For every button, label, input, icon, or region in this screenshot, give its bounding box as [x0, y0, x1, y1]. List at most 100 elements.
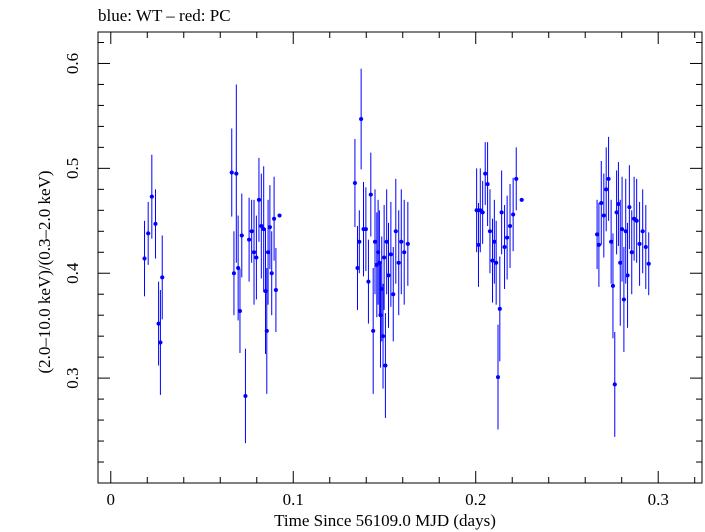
point-marker [383, 363, 388, 368]
data-point [393, 178, 398, 284]
point-marker [149, 194, 154, 199]
y-axis-label: (2.0–10.0 keV)/(0.3–2.0 keV) [35, 170, 54, 373]
point-marker [269, 271, 274, 276]
point-marker [604, 187, 609, 192]
data-point [352, 138, 357, 228]
point-marker [476, 242, 481, 247]
point-marker [614, 210, 619, 215]
point-marker [368, 192, 373, 197]
point-marker [158, 340, 163, 345]
data-point [505, 195, 510, 280]
data-point [514, 147, 519, 211]
point-marker [637, 241, 642, 246]
y-tick-label: 0.4 [63, 262, 82, 284]
data-point [236, 215, 241, 321]
data-point [494, 220, 499, 305]
point-marker [616, 202, 621, 207]
data-point [368, 152, 373, 237]
data-point [495, 324, 500, 430]
data-point [637, 201, 642, 286]
data-point [243, 348, 248, 444]
point-marker [599, 200, 604, 205]
point-marker [273, 288, 278, 293]
point-marker [256, 197, 261, 202]
data-point [383, 313, 388, 418]
point-marker [396, 260, 401, 265]
point-marker [494, 260, 499, 265]
data-point [269, 231, 274, 316]
point-marker [247, 237, 252, 242]
data-point [259, 173, 264, 279]
point-marker [596, 242, 601, 247]
data-point [359, 68, 364, 170]
data-point [402, 199, 407, 305]
data-point [640, 189, 645, 274]
data-point [249, 199, 254, 263]
point-marker [399, 239, 404, 244]
data-point [160, 235, 165, 320]
point-marker [142, 256, 147, 261]
axis-ticks [98, 32, 702, 483]
point-marker [264, 328, 269, 333]
data-point [381, 283, 386, 389]
point-marker [480, 210, 485, 215]
data-point [480, 180, 485, 244]
point-marker [359, 117, 364, 122]
point-marker [519, 197, 524, 202]
point-marker [634, 218, 639, 223]
point-marker [277, 213, 282, 218]
point-marker [153, 221, 158, 226]
point-marker [402, 250, 407, 255]
point-marker [609, 239, 614, 244]
y-tick-label: 0.3 [63, 367, 82, 388]
point-marker [492, 239, 497, 244]
data-point [623, 178, 628, 284]
data-point [371, 267, 376, 394]
point-marker [237, 308, 242, 313]
point-marker [502, 245, 507, 250]
data-point [502, 205, 507, 289]
x-tick-label: 0.2 [465, 490, 486, 509]
point-marker [146, 231, 151, 236]
point-marker [249, 229, 254, 234]
point-marker [499, 210, 504, 215]
point-marker [386, 273, 391, 278]
data-point [483, 142, 488, 206]
data-point [632, 176, 637, 261]
point-marker [259, 224, 264, 229]
point-marker [495, 375, 500, 380]
data-point [627, 165, 632, 250]
point-marker [391, 292, 396, 297]
point-marker [243, 393, 248, 398]
data-point [487, 189, 492, 274]
point-marker [229, 170, 234, 175]
point-marker [485, 182, 490, 187]
data-point [396, 210, 401, 316]
point-marker [640, 229, 645, 234]
data-point [357, 210, 362, 274]
point-marker [267, 225, 272, 230]
point-marker [381, 334, 386, 339]
point-marker [239, 233, 244, 238]
data-point [634, 178, 639, 263]
point-marker [231, 271, 236, 276]
data-point [388, 201, 393, 307]
data-points [142, 68, 651, 444]
data-point [599, 161, 604, 245]
data-point [610, 233, 615, 339]
point-marker [474, 208, 479, 213]
data-point [612, 331, 617, 437]
data-point [499, 170, 504, 255]
point-marker [156, 321, 161, 326]
data-point [405, 201, 410, 286]
point-marker [505, 235, 510, 240]
point-marker [405, 241, 410, 246]
data-point [256, 157, 261, 242]
data-point [146, 201, 151, 265]
point-marker [483, 171, 488, 176]
x-tick-label: 0.3 [648, 490, 669, 509]
data-point [386, 222, 391, 328]
data-point [625, 222, 630, 328]
data-point [366, 239, 371, 324]
data-point [391, 247, 396, 342]
